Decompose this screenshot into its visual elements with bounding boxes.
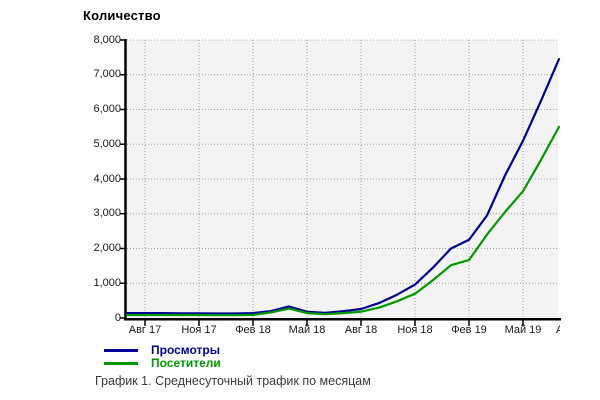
x-tick-label: Май 18 <box>288 324 326 336</box>
y-tick-label: 5,000 <box>93 137 121 150</box>
legend-item-visitors: Посетители <box>104 356 221 370</box>
views-line-swatch <box>104 348 138 352</box>
y-tick-label: 4,000 <box>93 172 121 185</box>
y-tick-label: 8,000 <box>93 33 121 46</box>
visitors-line-swatch <box>104 361 138 365</box>
y-tick-label: 3,000 <box>93 207 121 220</box>
visitors-line <box>125 125 561 317</box>
x-tick-label: Фев 19 <box>451 324 487 336</box>
y-tick-label: 2,000 <box>93 242 121 254</box>
y-tick-label: 7,000 <box>93 68 121 81</box>
visitors-legend-label: Посетители <box>151 356 221 370</box>
chart-caption: График 1. Среднесуточный трафик по месяц… <box>95 374 371 388</box>
x-tick-label: Ноя 17 <box>181 324 217 336</box>
chart-title: Количество <box>83 8 161 23</box>
x-tick-label: Май 19 <box>504 324 542 336</box>
y-tick-label: 6,000 <box>93 103 121 115</box>
x-tick-label: Авг 17 <box>128 324 162 336</box>
views-legend-label: Просмотры <box>151 343 221 357</box>
y-tick-label: 1,000 <box>93 276 121 289</box>
legend: Просмотры Посетители <box>104 343 221 370</box>
x-tick-label: Фев 18 <box>235 324 271 336</box>
x-tick-label: Ноя 18 <box>397 324 433 336</box>
legend-item-views: Просмотры <box>104 343 221 357</box>
views-line <box>125 57 561 315</box>
y-tick-label: 0 <box>114 311 121 324</box>
x-tick-label-clipped: Авг 19 <box>556 324 560 336</box>
x-tick-label: Авг 18 <box>344 324 378 336</box>
